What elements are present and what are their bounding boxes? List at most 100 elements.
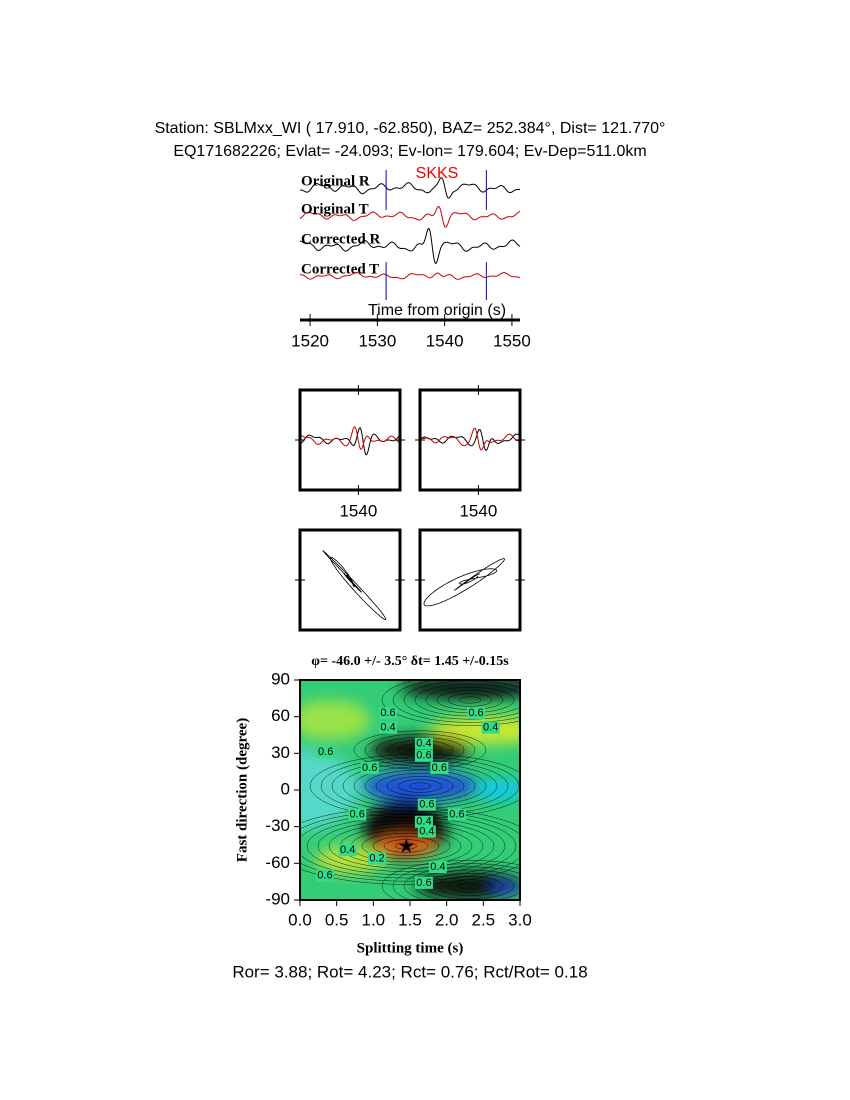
- field-blob: [475, 780, 520, 800]
- contour-label: 0.6: [468, 707, 483, 719]
- contour-label: 0.4: [483, 722, 498, 734]
- contour-label: 0.6: [432, 762, 447, 774]
- particle-motion: [322, 549, 387, 620]
- contour-label-bg: [428, 861, 447, 873]
- contour-label-bg: [447, 808, 466, 821]
- contour-label: 0.6: [362, 762, 377, 774]
- trace-label: Original T: [301, 201, 369, 217]
- contour-line: [300, 807, 520, 885]
- contour-label-bg: [379, 721, 397, 734]
- contour-line: [372, 836, 440, 856]
- contour-label: 0.4: [380, 722, 395, 734]
- field-blob: [491, 883, 519, 893]
- trace: [420, 427, 519, 451]
- contour-line: [458, 882, 482, 890]
- contour-label-bg: [379, 707, 397, 719]
- contour-title: φ= -46.0 +/- 3.5° δt= 1.45 +/-0.15s: [311, 654, 509, 669]
- contour-label: 0.6: [419, 799, 434, 811]
- contour-line: [397, 779, 443, 793]
- x-tick-label: 1540: [426, 331, 464, 350]
- contour-line: [306, 816, 506, 876]
- header-line2: EQ171682226; Evlat= -24.093; Ev-lon= 179…: [173, 143, 646, 160]
- y-tick-label: -60: [265, 853, 290, 872]
- contour-line: [436, 876, 504, 896]
- trace: [420, 429, 520, 452]
- contour-label-bg: [414, 876, 433, 889]
- contour-line: [317, 820, 495, 872]
- x-tick-label: 1.5: [398, 910, 422, 929]
- contour-label-bg: [315, 869, 334, 882]
- contour-label-bg: [368, 852, 386, 865]
- contour-label-bg: [348, 808, 367, 821]
- phase-label: SKKS: [416, 165, 459, 182]
- contour-label-bg: [481, 721, 500, 734]
- contour-label: 0.4: [416, 737, 431, 749]
- x-tick-label: 2.0: [435, 910, 459, 929]
- contour-label-bg: [417, 798, 436, 811]
- contour-line: [364, 733, 476, 767]
- y-tick-label: -90: [265, 889, 290, 908]
- contour-label: 0.4: [430, 861, 445, 873]
- field-blob: [415, 872, 520, 900]
- x-tick-label: 1540: [459, 501, 497, 520]
- x-tick-label: 2.5: [472, 910, 496, 929]
- x-tick-label: 1550: [493, 331, 531, 350]
- contour-label: 0.4: [340, 844, 355, 856]
- trace-label: Original R: [301, 173, 370, 189]
- y-tick-label: 90: [271, 669, 290, 688]
- contour-label: 0.6: [318, 746, 333, 758]
- contour-line: [353, 730, 487, 770]
- contour-label-bg: [316, 746, 335, 759]
- y-tick-label: 0: [281, 779, 290, 798]
- contour-line: [447, 693, 493, 707]
- contour-label-bg: [414, 749, 433, 762]
- x-tick-label: 1.0: [362, 910, 386, 929]
- contour-label: 0.6: [350, 808, 365, 820]
- contour-line: [408, 782, 432, 790]
- trace: [299, 227, 521, 265]
- particle-motion: [423, 558, 505, 607]
- y-tick-label: -30: [265, 816, 290, 835]
- x-axis-label: Splitting time (s): [357, 940, 464, 956]
- trace-label: Corrected T: [301, 261, 379, 277]
- contour-line: [403, 866, 520, 900]
- trace: [300, 177, 521, 199]
- contour-label-bg: [338, 843, 357, 856]
- contour-line: [361, 832, 451, 860]
- trace-label: Corrected R: [301, 231, 380, 247]
- panel-frame: [418, 528, 522, 632]
- contour-label-bg: [414, 737, 433, 750]
- contour-line: [392, 680, 520, 723]
- contour-line: [392, 863, 520, 900]
- footer: Ror= 3.88; Rot= 4.23; Rct= 0.76; Rct/Rot…: [232, 962, 587, 981]
- contour-label: 0.6: [380, 707, 395, 719]
- contour-label-bg: [360, 762, 379, 774]
- header-line1: Station: SBLMxx_WI ( 17.910, -62.850), B…: [155, 120, 666, 137]
- contour-line: [375, 736, 465, 764]
- contour-line: [386, 776, 454, 796]
- contour-label-bg: [414, 815, 433, 828]
- contour-label: 0.2: [369, 852, 384, 864]
- contour-label: 0.4: [416, 816, 431, 828]
- contour-label: 0.6: [416, 877, 431, 889]
- contour-line: [458, 696, 482, 704]
- x-tick-label: 0.0: [288, 910, 312, 929]
- y-axis-label: Fast direction (degree): [234, 718, 250, 862]
- trace: [300, 426, 400, 451]
- y-tick-label: 60: [271, 706, 290, 725]
- contour-label-bg: [417, 825, 436, 838]
- contour-label-bg: [467, 707, 485, 719]
- x-tick-label: 1530: [358, 331, 396, 350]
- contour-label: 0.4: [419, 825, 434, 837]
- contour-line: [381, 680, 520, 726]
- y-tick-label: 30: [271, 743, 290, 762]
- contour-label: 0.6: [317, 869, 332, 881]
- x-tick-label: 3.0: [508, 910, 532, 929]
- x-axis-label: Time from origin (s): [368, 302, 506, 319]
- contour-line: [447, 879, 493, 893]
- contour-line: [300, 813, 517, 879]
- trace: [300, 272, 521, 280]
- contour-field: [300, 680, 520, 900]
- field-blob: [300, 750, 360, 830]
